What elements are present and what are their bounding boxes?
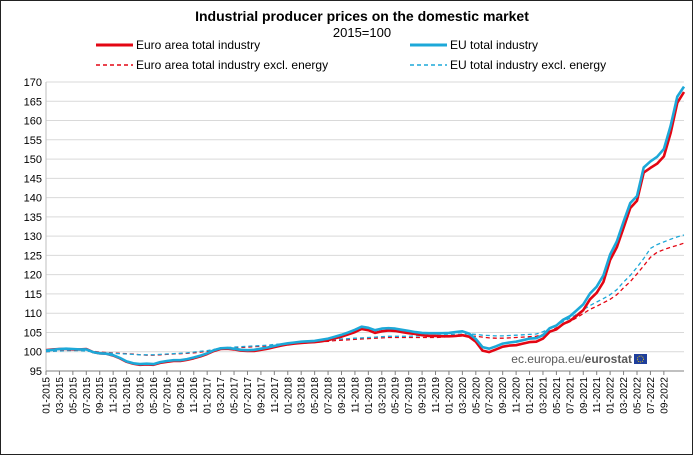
x-tick-label: 01-2018 [283,377,294,414]
series-line-euro-area-total-industry-excl-energy [45,242,685,356]
x-tick-label: 05-2020 [471,377,482,414]
x-tick-label: 11-2020 [512,377,523,413]
gridlines [46,81,684,372]
x-tick-label: 01-2022 [606,377,617,414]
chart-subtitle: 2015=100 [333,25,391,40]
x-tick-label: 05-2015 [68,377,79,414]
y-tick-label: 160 [24,116,42,128]
legend-label-euro-area-excl-energy: Euro area total industry excl. energy [136,58,328,72]
y-axis: 95 100 105 110 115 120 125 130 135 140 145 150 155 16… [24,77,47,378]
y-tick-label: 140 [24,193,42,205]
x-tick-label: 11-2017 [270,377,281,413]
y-tick-label: 135 [24,212,42,224]
x-tick-label: 07-2015 [82,377,93,414]
x-tick-label: 11-2018 [350,377,361,413]
x-tick-label: 03-2022 [619,377,630,414]
source-eurostat: eurostat [585,352,632,366]
x-tick-label: 07-2019 [404,377,415,414]
series-line-euro-area-total-industry [45,91,686,367]
x-tick-label: 07-2020 [485,377,496,414]
x-tick-label: 05-2019 [391,377,402,414]
source-text: ec.europa.eu/eurostat [511,352,632,366]
x-tick-label: 01-2019 [364,377,375,414]
source-credit: ec.europa.eu/eurostat [511,352,647,366]
x-tick-label: 09-2021 [579,377,590,414]
x-tick-label: 09-2016 [176,377,187,414]
x-tick-label: 09-2015 [95,377,106,414]
legend-label-euro-area-total: Euro area total industry [136,38,260,52]
legend-label-eu-excl-energy: EU total industry excl. energy [450,58,606,72]
y-tick-label: 120 [24,270,42,282]
x-tick-label: 01-2020 [444,377,455,414]
x-tick-label: 05-2021 [552,377,563,414]
x-axis: 01-2015 03-2015 05-2015 07-2015 09-2015 11-20… [42,370,684,414]
x-tick-label: 09-2019 [418,377,429,414]
y-tick-label: 130 [24,231,42,243]
y-tick-label: 115 [24,289,42,301]
chart-title: Industrial producer prices on the domest… [195,8,529,24]
y-tick-label: 110 [24,308,42,320]
x-tick-label: 05-2017 [230,377,241,414]
x-tick-label: 05-2022 [632,377,643,414]
y-tick-label: 105 [24,327,42,339]
x-tick-label: 03-2020 [458,377,469,414]
x-tick-label: 11-2016 [189,377,200,413]
x-tick-label: 11-2019 [431,377,442,413]
x-tick-label: 07-2017 [243,377,254,414]
y-tick-label: 155 [24,135,42,147]
y-tick-label: 170 [24,77,42,89]
x-tick-label: 11-2021 [592,377,603,413]
series-line-eu-total-industry [45,85,686,366]
x-tick-label: 01-2016 [122,377,133,414]
y-tick-label: 150 [24,154,42,166]
x-tick-label: 07-2016 [162,377,173,414]
x-tick-label: 07-2018 [324,377,335,414]
x-tick-label: 01-2021 [525,377,536,414]
x-tick-label: 01-2015 [42,377,53,414]
x-tick-label: 03-2015 [55,377,66,414]
x-tick-label: 03-2021 [538,377,549,414]
x-tick-label: 03-2018 [297,377,308,414]
legend: Euro area total industry EU total indust… [96,38,606,72]
series-lines [45,85,686,367]
x-tick-label: 07-2022 [646,377,657,414]
eu-flag-icon [634,354,647,364]
eu-stars-icon [637,355,644,363]
y-tick-label: 95 [30,366,42,378]
x-tick-label: 09-2022 [659,377,670,414]
x-tick-label: 09-2020 [498,377,509,414]
y-tick-label: 165 [24,96,42,108]
x-tick-label: 03-2016 [136,377,147,414]
x-tick-label: 11-2015 [109,377,120,413]
y-tick-label: 125 [24,250,42,262]
x-tick-label: 03-2017 [216,377,227,414]
x-tick-label: 09-2018 [337,377,348,414]
legend-label-eu-total: EU total industry [450,38,538,52]
series-line-eu-total-industry-excl-energy [45,234,685,356]
y-tick-label: 145 [24,173,42,185]
x-tick-label: 05-2016 [149,377,160,414]
x-tick-label: 07-2021 [565,377,576,414]
x-tick-label: 01-2017 [203,377,214,414]
x-tick-label: 03-2019 [377,377,388,414]
x-tick-label: 05-2018 [310,377,321,414]
source-prefix: ec.europa.eu/ [511,352,585,366]
y-tick-label: 100 [24,347,42,359]
x-tick-label: 09-2017 [256,377,267,414]
